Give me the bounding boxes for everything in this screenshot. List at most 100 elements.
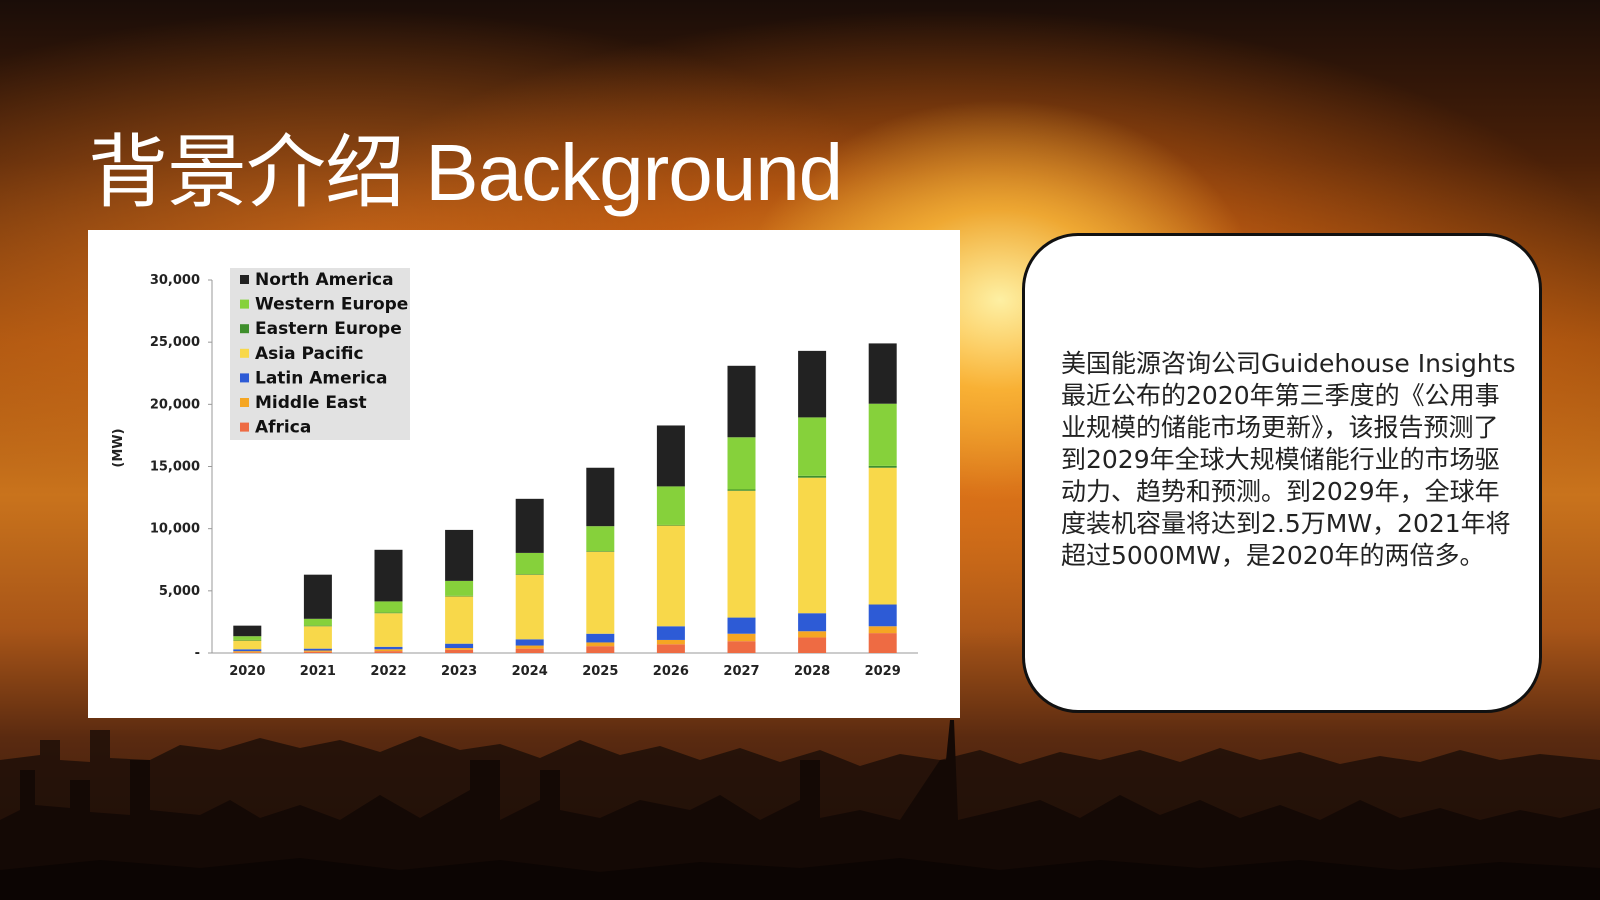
bar-segment-eastern-europe bbox=[868, 465, 897, 468]
legend-label: Africa bbox=[255, 418, 311, 438]
bar-segment-western-europe bbox=[798, 417, 827, 476]
bar-segment-latin-america bbox=[798, 613, 827, 632]
x-tick-label: 2024 bbox=[512, 664, 548, 679]
bar-segment-north-america bbox=[374, 549, 403, 602]
bar-segment-latin-america bbox=[586, 633, 615, 643]
bars-group bbox=[233, 343, 897, 653]
bar-segment-asia-pacific bbox=[868, 467, 897, 605]
description-text: 美国能源咨询公司Guidehouse Insights最近公布的2020年第三季… bbox=[1061, 349, 1516, 570]
bar-segment-western-europe bbox=[233, 636, 262, 640]
bar-segment-latin-america bbox=[374, 646, 403, 650]
legend-swatch bbox=[240, 422, 249, 432]
bar-segment-latin-america bbox=[233, 649, 262, 652]
y-tick-label: 10,000 bbox=[150, 522, 200, 537]
bar-segment-western-europe bbox=[515, 552, 544, 575]
bar-segment-western-europe bbox=[303, 618, 332, 626]
bar-segment-north-america bbox=[515, 498, 544, 553]
slide-title: 背景介绍 Background bbox=[88, 128, 843, 217]
x-tick-label: 2023 bbox=[441, 664, 477, 679]
legend-swatch bbox=[240, 373, 249, 383]
bar-segment-latin-america bbox=[727, 617, 756, 634]
legend-background bbox=[230, 268, 410, 440]
bar-segment-north-america bbox=[798, 350, 827, 418]
bar-segment-eastern-europe bbox=[727, 489, 756, 491]
y-axis-label: (MW) bbox=[111, 428, 126, 467]
bar-segment-eastern-europe bbox=[798, 475, 827, 478]
bar-segment-north-america bbox=[445, 529, 474, 581]
bar-segment-western-europe bbox=[656, 486, 685, 525]
bar-segment-middle-east bbox=[233, 651, 262, 653]
bar-segment-north-america bbox=[586, 467, 615, 527]
bar-segment-eastern-europe bbox=[656, 524, 685, 526]
bar-segment-north-america bbox=[868, 343, 897, 404]
x-tick-label: 2025 bbox=[582, 664, 618, 679]
bar-segment-western-europe bbox=[727, 437, 756, 490]
bar-segment-north-america bbox=[727, 365, 756, 438]
bar-segment-latin-america bbox=[515, 639, 544, 646]
bar-segment-asia-pacific bbox=[233, 640, 262, 650]
bar-segment-asia-pacific bbox=[303, 626, 332, 649]
bar-segment-africa bbox=[374, 651, 403, 653]
y-tick-label: 25,000 bbox=[150, 335, 200, 350]
bar-segment-eastern-europe bbox=[515, 574, 544, 575]
y-tick-label: 5,000 bbox=[159, 584, 200, 599]
y-tick-label: 15,000 bbox=[150, 460, 200, 475]
legend-label: Eastern Europe bbox=[255, 319, 402, 339]
chart-panel: - 5,000 10,000 15,000 20,000 25,000 30,000 202… bbox=[88, 230, 960, 718]
legend-swatch bbox=[240, 324, 249, 334]
bar-segment-eastern-europe bbox=[374, 612, 403, 614]
bar-segment-middle-east bbox=[727, 633, 756, 642]
y-tick-label: 30,000 bbox=[150, 273, 200, 288]
legend-label: Western Europe bbox=[255, 295, 408, 315]
legend-label: North America bbox=[255, 270, 394, 290]
x-tick-label: 2021 bbox=[300, 664, 336, 679]
bar-segment-asia-pacific bbox=[586, 551, 615, 634]
bar-segment-latin-america bbox=[868, 604, 897, 627]
legend-swatch bbox=[240, 299, 249, 309]
bar-segment-middle-east bbox=[656, 639, 685, 645]
bar-segment-latin-america bbox=[303, 648, 332, 651]
bar-segment-africa bbox=[798, 637, 827, 653]
bar-segment-western-europe bbox=[374, 601, 403, 613]
x-tick-label: 2022 bbox=[370, 664, 406, 679]
bar-segment-western-europe bbox=[586, 526, 615, 552]
bar-segment-western-europe bbox=[445, 580, 474, 596]
bar-segment-middle-east bbox=[798, 631, 827, 638]
bar-segment-asia-pacific bbox=[374, 613, 403, 647]
bar-segment-middle-east bbox=[515, 645, 544, 649]
bar-segment-africa bbox=[868, 633, 897, 653]
bar-segment-africa bbox=[303, 651, 332, 653]
bar-segment-north-america bbox=[233, 625, 262, 637]
bar-segment-eastern-europe bbox=[586, 551, 615, 552]
bar-segment-north-america bbox=[303, 574, 332, 619]
legend-label: Asia Pacific bbox=[255, 344, 364, 364]
city-skyline-silhouette bbox=[0, 720, 1600, 900]
bar-segment-latin-america bbox=[445, 643, 474, 649]
legend-label: Latin America bbox=[255, 368, 387, 388]
legend-label: Middle East bbox=[255, 393, 367, 413]
bar-segment-africa bbox=[656, 644, 685, 653]
stacked-bar-chart: - 5,000 10,000 15,000 20,000 25,000 30,000 202… bbox=[111, 268, 918, 679]
x-tick-label: 2029 bbox=[865, 664, 901, 679]
y-tick-label: 20,000 bbox=[150, 397, 200, 412]
legend-swatch bbox=[240, 275, 249, 284]
y-axis: - 5,000 10,000 15,000 20,000 25,000 30,000 bbox=[150, 273, 918, 661]
bar-segment-middle-east bbox=[374, 649, 403, 652]
bar-segment-asia-pacific bbox=[515, 574, 544, 640]
bar-segment-eastern-europe bbox=[445, 595, 474, 597]
bar-segment-asia-pacific bbox=[445, 596, 474, 644]
bar-segment-africa bbox=[727, 641, 756, 653]
bar-segment-middle-east bbox=[445, 648, 474, 650]
bar-segment-western-europe bbox=[868, 403, 897, 466]
bar-segment-asia-pacific bbox=[727, 490, 756, 618]
bar-segment-middle-east bbox=[303, 650, 332, 652]
x-axis-ticks: 2020 2021 2022 2023 2024 2025 2026 2027 2028 2029 bbox=[229, 664, 901, 679]
bar-segment-eastern-europe bbox=[303, 625, 332, 627]
x-tick-label: 2027 bbox=[723, 664, 759, 679]
bar-segment-eastern-europe bbox=[233, 639, 262, 641]
legend-swatch bbox=[240, 348, 249, 358]
bar-segment-asia-pacific bbox=[798, 477, 827, 614]
legend-swatch bbox=[240, 398, 249, 407]
bar-segment-middle-east bbox=[586, 642, 615, 647]
legend: North America Western Europe Eastern Europ… bbox=[230, 268, 410, 440]
